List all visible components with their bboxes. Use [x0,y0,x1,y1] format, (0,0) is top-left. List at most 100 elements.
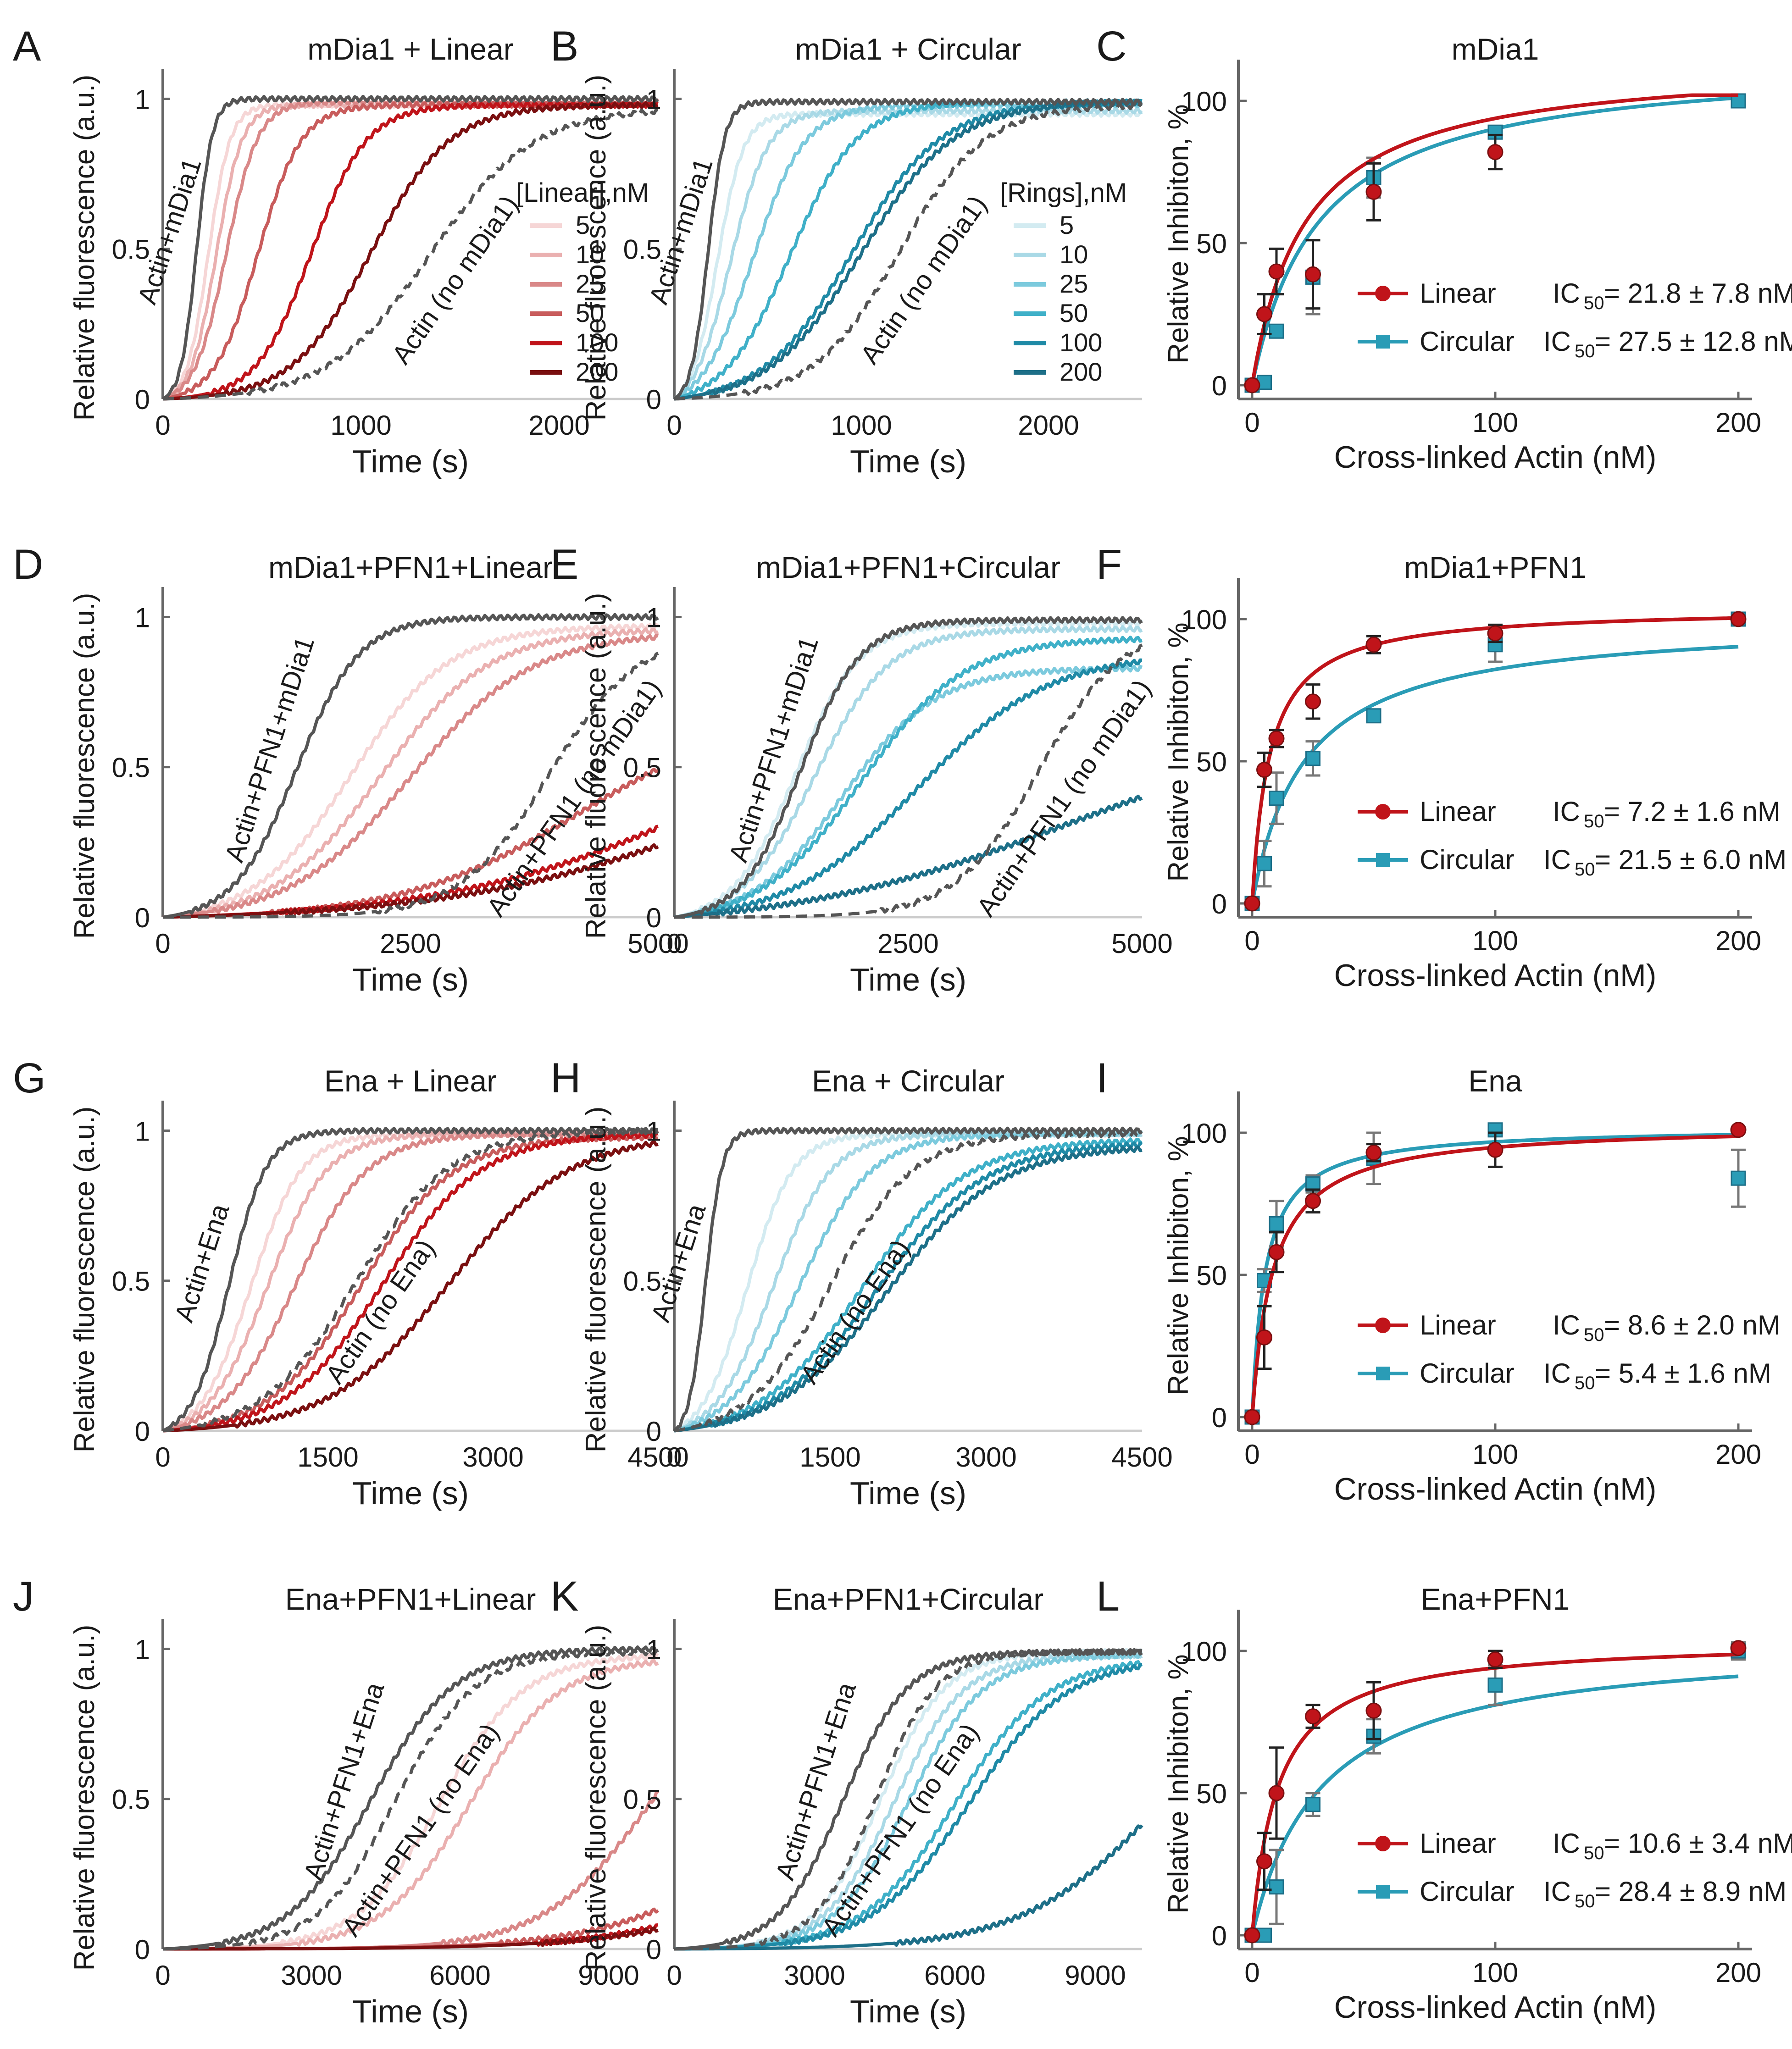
series-line-200 [674,794,1143,919]
linear-data-point [1305,693,1321,710]
x-tick-label: 2000 [1018,410,1079,441]
ic50-value: = 27.5 ± 12.8 nM [1595,326,1792,357]
annotation: Actin+mDia1 [132,155,207,308]
ic50-value: = 21.5 ± 6.0 nM [1595,844,1786,875]
y-tick-label: 0 [135,903,150,933]
circular-data-point [1731,1170,1746,1186]
x-tick-label: 1500 [297,1442,358,1473]
series-line-100 [674,658,1143,919]
circular-data-point [1305,1797,1320,1812]
y-tick-label: 1 [135,84,150,115]
annotation: Actin (no Ena) [320,1234,441,1389]
panel-letter: K [550,1573,578,1620]
panel-letter: G [13,1055,46,1102]
series-line-actin-no-ena- [162,1127,659,1433]
legend-entry: 50 [1060,299,1088,327]
x-axis-label: Time (s) [352,1475,469,1511]
x-tick-label: 0 [155,410,170,441]
legend-entry: 200 [1060,357,1102,386]
annotation: Actin+PFN1 (no mDia1) [481,674,667,922]
series-line-200 [163,1926,659,1951]
x-tick-label: 200 [1715,925,1761,956]
y-tick-label: 0.5 [112,753,150,783]
axes: 0 0.5 1 0 3000 6000 9000 [112,1619,658,1991]
legend-marker [1375,1836,1391,1851]
legend-entry: 5 [576,210,590,239]
series-line-actin-pfn1-ena [674,1648,1143,1951]
legend-title: [Rings],nM [1000,178,1127,208]
x-tick-label: 200 [1715,1957,1761,1988]
linear-data-point [1268,730,1285,747]
y-tick-label: 0 [1212,889,1227,919]
legend-title: [Linear],nM [516,178,649,208]
linear-data-point [1365,1702,1382,1719]
y-tick-label: 50 [1196,747,1227,777]
circular-data-point [1269,1216,1284,1231]
ic50-value: = 5.4 ± 1.6 nM [1595,1358,1771,1389]
series-line-25 [162,633,659,919]
linear-data-point [1487,1141,1504,1158]
ic50-label: IC [1553,1310,1580,1340]
series-line-actin-pfn1-ena [162,1645,659,1951]
y-tick-label: 100 [1181,86,1227,117]
linear-data-point [1365,1144,1382,1161]
x-tick-label: 9000 [578,1960,639,1991]
legend-entry: 100 [576,328,618,357]
x-tick-label: 100 [1472,407,1518,438]
series-line-25 [674,1130,1143,1433]
x-tick-label: 0 [1244,925,1259,956]
y-tick-label: 0 [646,1934,661,1965]
panel-title: Ena [1468,1064,1522,1098]
series-line-actin-pfn1-no-ena- [162,1648,659,1951]
legend-label: Circular [1420,326,1515,357]
y-tick-label: 1 [646,602,661,633]
legend-label: Linear [1420,1310,1496,1340]
series-line-actin-pfn1-no-mdia1- [163,652,659,919]
axes: 0 50 100 0 100 200 [1181,1091,1761,1470]
x-tick-label: 5000 [1111,928,1172,959]
series-lines [162,94,659,401]
ic50-value: = 21.8 ± 7.8 nM [1604,278,1792,309]
series-line-200 [674,99,1143,401]
series-line-actin-no-ena- [674,1130,1143,1433]
y-axis-label: Relative Inhibiton, % [1163,104,1194,363]
x-tick-label: 100 [1472,1439,1518,1470]
axes: 0 50 100 0 100 200 [1181,60,1761,438]
series-line-100 [674,1141,1143,1433]
series-line-actin-mdia1 [673,98,1143,400]
y-tick-label: 0 [135,1934,150,1965]
legend-marker [1376,1885,1390,1899]
x-tick-label: 0 [1244,1439,1259,1470]
ic50-subscript: 50 [1575,1373,1595,1393]
legend-entry: 100 [1060,328,1102,357]
y-tick-label: 50 [1196,228,1227,259]
series-lines [673,1126,1143,1433]
y-tick-label: 1 [646,1116,661,1146]
linear-data-point [1305,1708,1321,1725]
series-line-100 [162,1131,659,1433]
linear-data-point [1244,377,1260,393]
legend-label: Linear [1420,1828,1496,1859]
y-tick-label: 1 [135,1634,150,1665]
linear-data-point [1730,1122,1747,1138]
series-line-200 [162,843,659,919]
y-axis-label: Relative fluorescence (a.u.) [69,1107,100,1453]
series-line-actin-mdia1 [162,94,659,401]
series-line-200 [674,1824,1143,1951]
ic50-subscript: 50 [1575,1891,1595,1911]
legend-entry: 200 [576,357,618,386]
x-tick-label: 3000 [784,1960,845,1991]
x-tick-label: 0 [666,1442,682,1473]
x-tick-label: 3000 [281,1960,342,1991]
linear-data-point [1268,263,1285,280]
linear-data-point [1730,611,1747,627]
annotation: Actin (no mDia1) [386,190,524,370]
panel-i: I Ena 0 50 100 0 100 200 Cross-linked Actin (nM)… [1096,1055,1781,1506]
circular-data-point [1269,323,1284,339]
circular-data-point [1257,1927,1272,1943]
x-tick-label: 0 [1244,1957,1259,1988]
